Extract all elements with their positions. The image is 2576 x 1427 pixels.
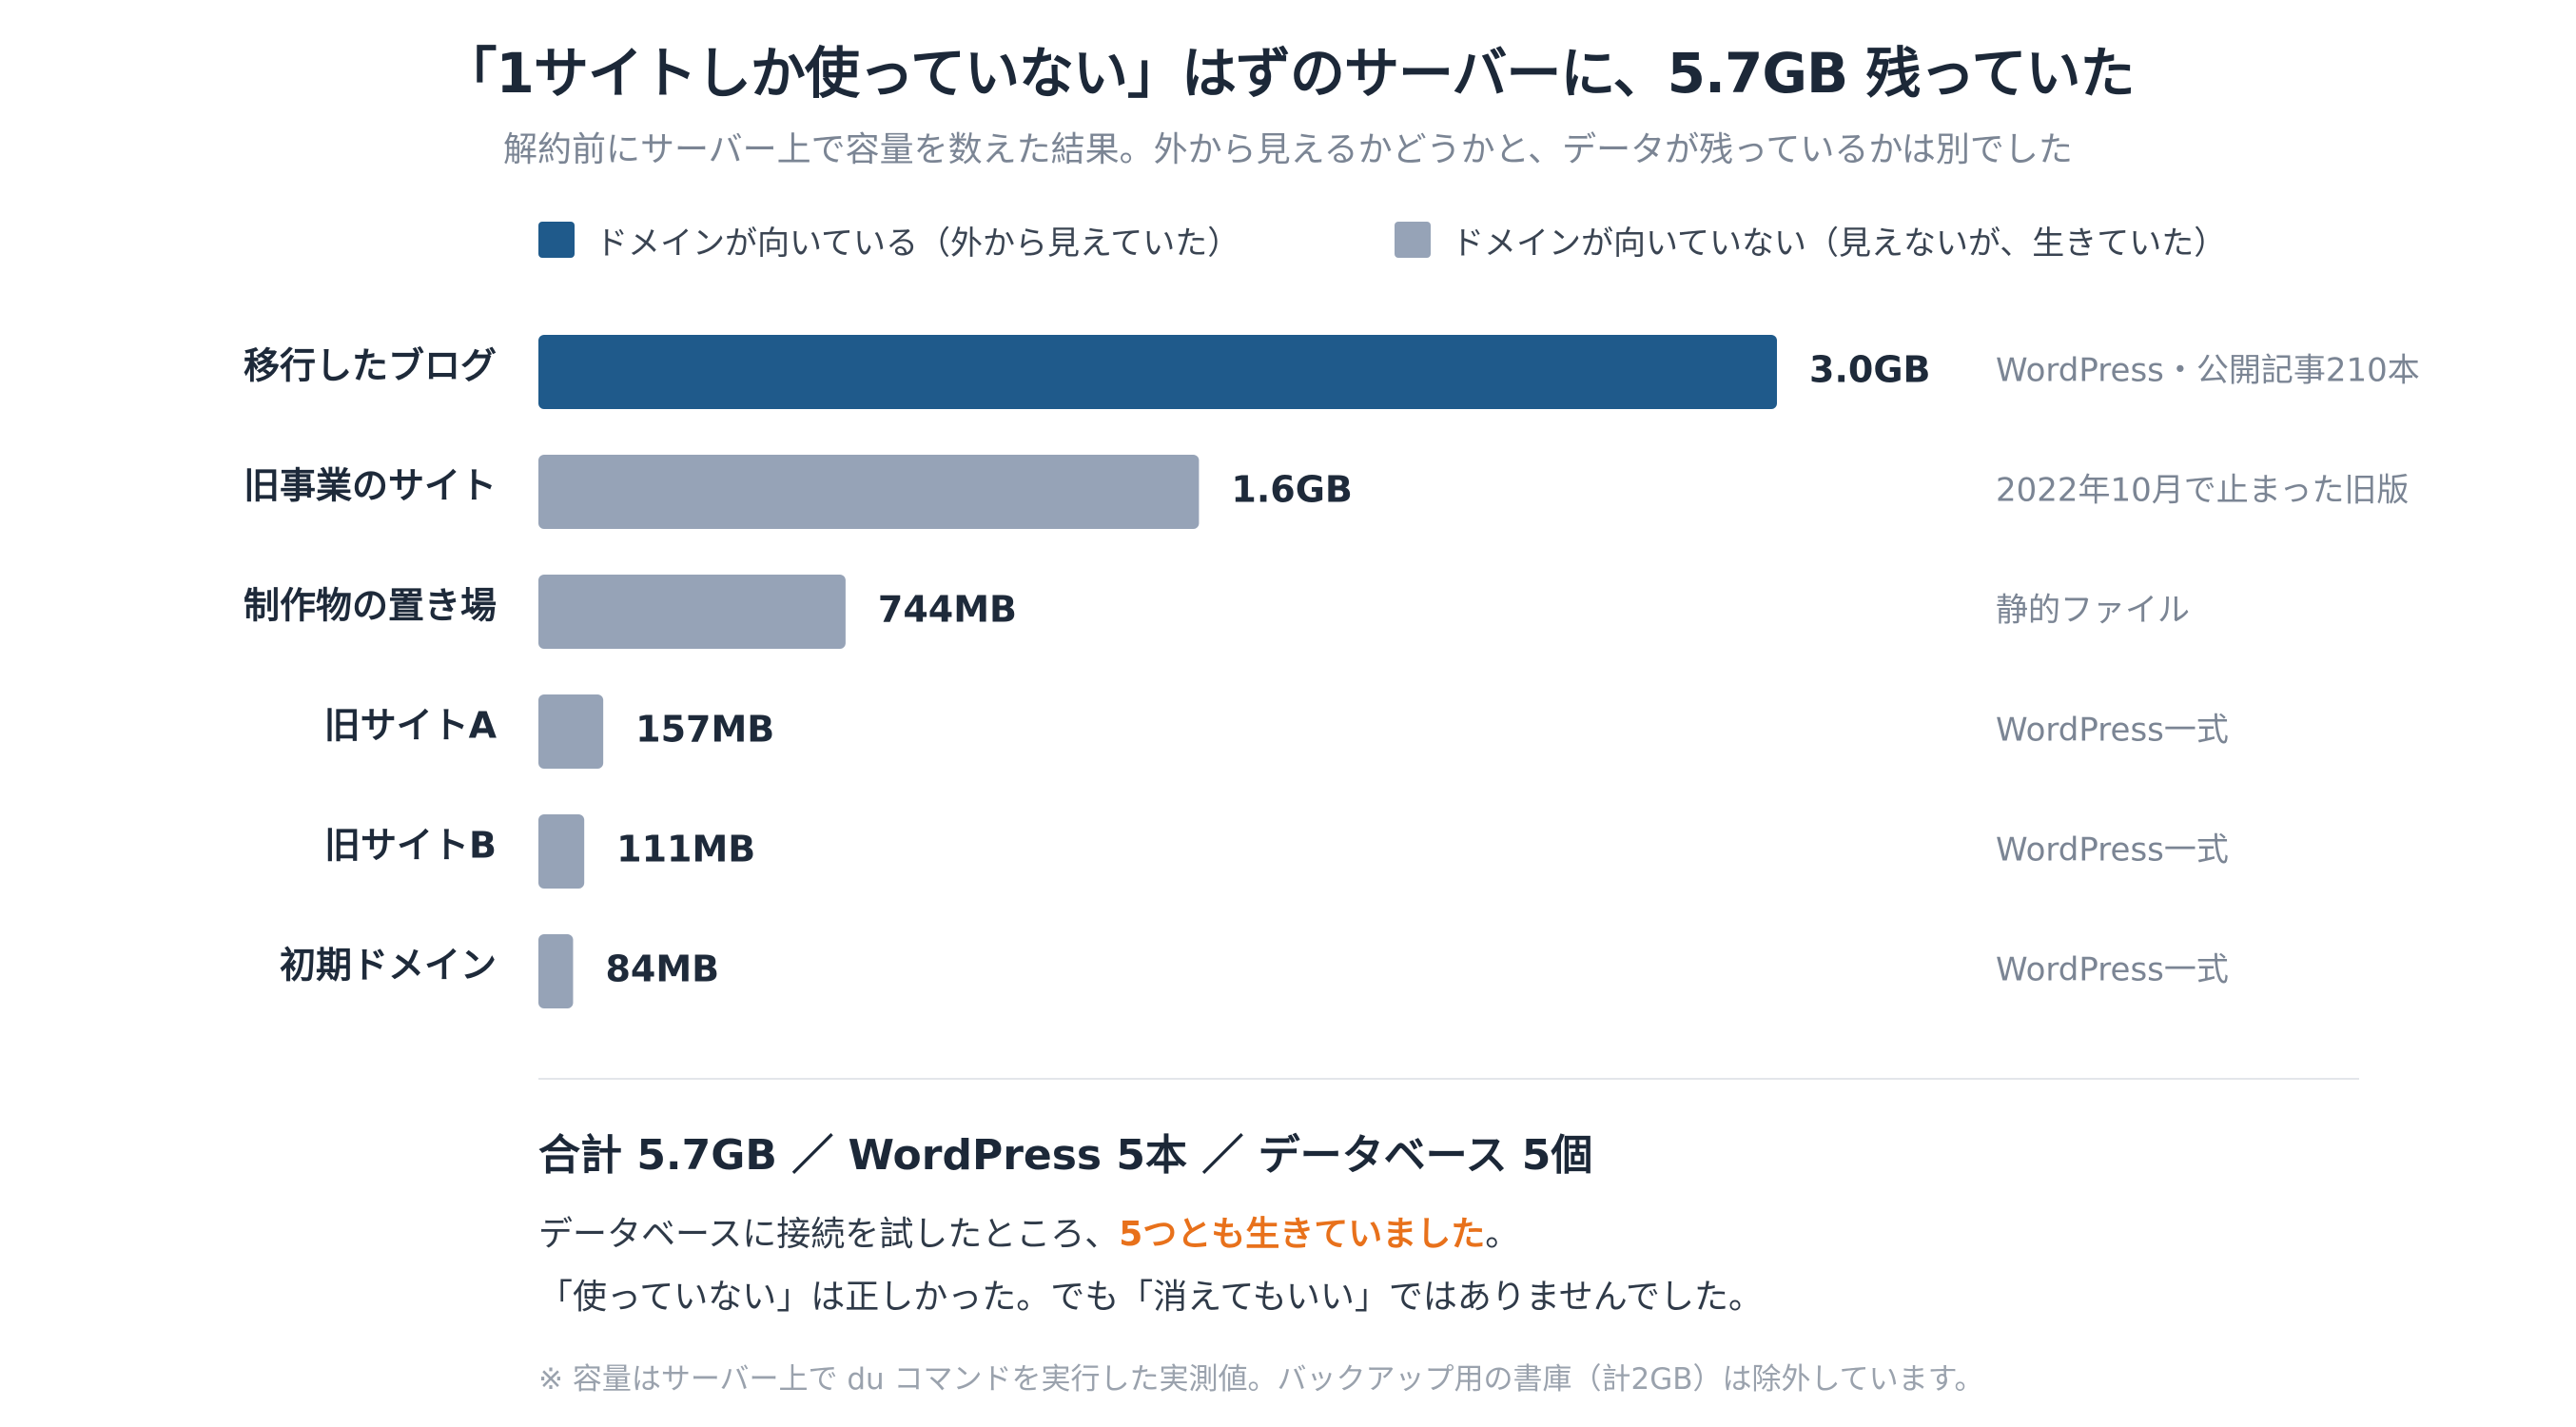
summary-highlight: 5つとも生きていました <box>1119 1215 1486 1254</box>
value-label: 3.0GB <box>1809 349 1930 391</box>
summary-title: 合計 5.7GB ／ WordPress 5本 ／ データベース 5個 <box>538 1131 1593 1180</box>
value-label: 744MB <box>878 589 1017 631</box>
summary-line-1-pre: データベースに接続を試したところ、 <box>538 1215 1120 1254</box>
category-label: 初期ドメイン <box>280 945 497 987</box>
category-label: 旧サイトB <box>324 825 497 867</box>
legend-label-pointed: ドメインが向いている（外から見えていた） <box>595 224 1240 263</box>
category-label: 旧サイトA <box>324 705 498 747</box>
category-label: 移行したブログ <box>244 345 497 387</box>
chart-subtitle: 解約前にサーバー上で容量を数えた結果。外から見えるかどうかと、データが残っている… <box>503 130 2073 169</box>
summary-line-1: データベースに接続を試したところ、5つとも生きていました。 <box>538 1206 1519 1256</box>
footnote: ※ 容量はサーバー上で du コマンドを実行した実測値。バックアップ用の書庫（計… <box>538 1362 1984 1397</box>
legend-item-pointed: ドメインが向いている（外から見えていた） <box>538 221 1239 263</box>
bar <box>538 934 574 1008</box>
bar <box>538 694 604 769</box>
category-label: 旧事業のサイト <box>244 465 497 507</box>
value-label: 157MB <box>635 709 774 751</box>
category-label: 制作物の置き場 <box>244 585 497 627</box>
note-label: WordPress一式 <box>1996 831 2229 870</box>
note-label: WordPress一式 <box>1996 951 2229 989</box>
note-label: WordPress一式 <box>1996 712 2229 750</box>
divider <box>538 1078 2359 1080</box>
note-label: 2022年10月で止まった旧版 <box>1996 472 2409 510</box>
value-label: 1.6GB <box>1231 469 1352 511</box>
note-label: 静的ファイル <box>1996 592 2190 630</box>
summary-line-1-post: 。 <box>1485 1215 1520 1254</box>
legend-label-not-pointed: ドメインが向いていない（見えないが、生きていた） <box>1452 224 2227 263</box>
legend-item-not-pointed: ドメインが向いていない（見えないが、生きていた） <box>1395 221 2226 263</box>
note-label: WordPress・公開記事210本 <box>1996 352 2420 390</box>
bar <box>538 575 846 649</box>
bar <box>538 814 585 889</box>
legend-swatch-not-pointed <box>1395 222 1431 258</box>
legend-swatch-pointed <box>538 222 575 258</box>
bar <box>538 455 1200 529</box>
summary-line-2: 「使っていない」は正しかった。でも「消えてもいい」ではありませんでした。 <box>538 1278 1764 1317</box>
value-label: 84MB <box>605 948 719 990</box>
chart-title: 「1サイトしか使っていない」はずのサーバーに、5.7GB 残っていた <box>441 41 2136 106</box>
value-label: 111MB <box>616 829 755 870</box>
bar <box>538 335 1777 409</box>
